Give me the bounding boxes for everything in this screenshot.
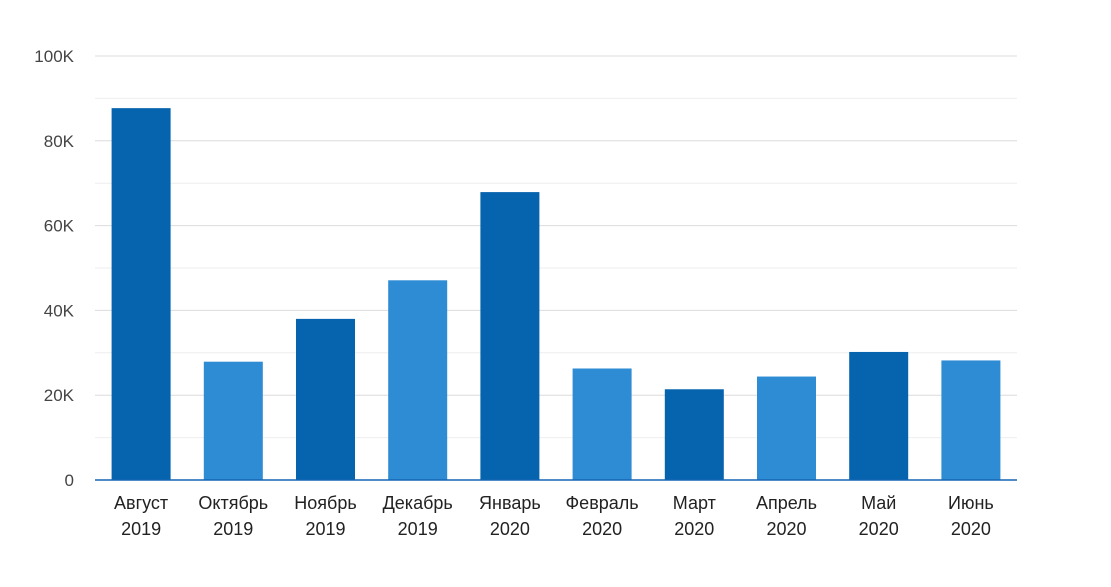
x-tick-label: Май 2020 [859,493,899,539]
bar[interactable] [941,360,1001,480]
y-tick-label: 40K [44,301,75,320]
bar[interactable] [849,351,909,480]
x-tick-label: Февраль 2020 [566,493,639,539]
x-tick-label: Июнь 2020 [948,493,994,539]
x-tick-label: Октябрь 2019 [198,493,268,539]
y-axis-tick-labels: 0 20K 40K 60K 80K 100K [34,47,74,490]
y-tick-label: 100K [34,47,74,66]
bar[interactable] [111,108,171,480]
bar[interactable] [203,361,263,480]
x-tick-label: Ноябрь 2019 [294,493,356,539]
x-tick-label: Январь 2020 [479,493,541,539]
x-axis-tick-labels: Август 2019 Октябрь 2019 Ноябрь 2019 Декабрь 20… [114,493,994,539]
y-tick-label: 0 [65,471,74,490]
bars [111,108,1001,480]
bar[interactable] [296,318,355,480]
bar[interactable] [757,376,816,480]
x-tick-label: Август 2019 [114,493,168,539]
y-tick-label: 80K [44,132,75,151]
y-tick-label: 60K [44,217,75,236]
bar[interactable] [388,280,448,480]
x-tick-label: Март 2020 [673,493,716,539]
bar[interactable] [572,368,632,480]
y-tick-label: 20K [44,386,75,405]
x-tick-label: Апрель 2020 [756,493,817,539]
x-tick-label: Декабрь 2019 [383,493,453,539]
bar[interactable] [480,192,540,480]
bar[interactable] [664,389,724,480]
